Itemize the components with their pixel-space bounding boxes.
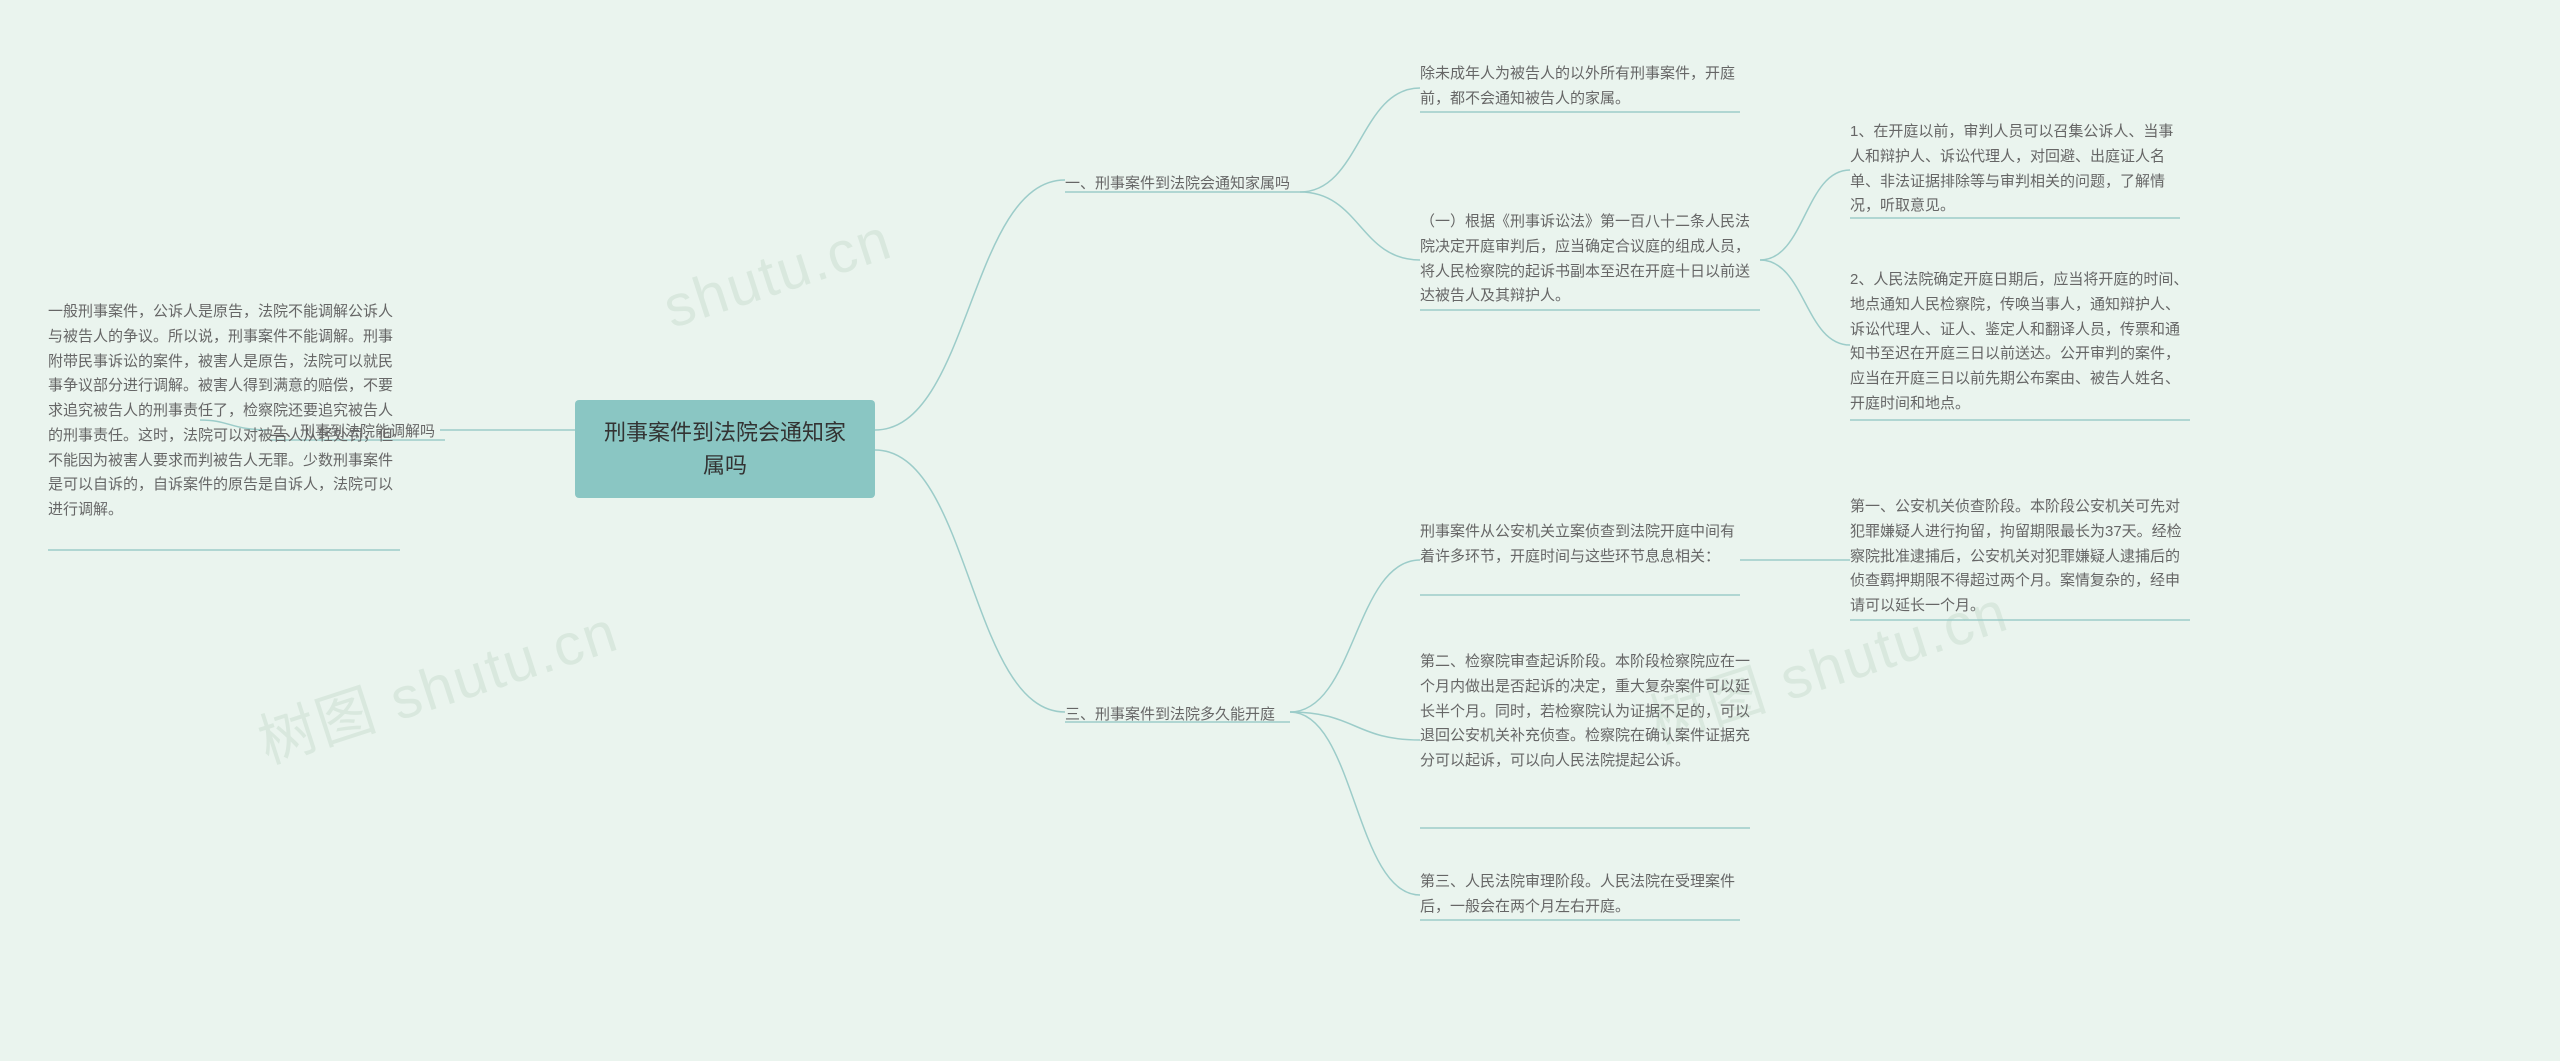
branch-3-child-1a: 第一、公安机关侦查阶段。本阶段公安机关可先对犯罪嫌疑人进行拘留，拘留期限最长为3… [1850, 495, 2190, 619]
branch-1-child-2b: 2、人民法院确定开庭日期后，应当将开庭的时间、地点通知人民检察院，传唤当事人，通… [1850, 268, 2190, 417]
watermark-1: 树图 shutu.cn [246, 584, 627, 779]
root-line2: 属吗 [703, 453, 747, 478]
branch-1-child-2a: 1、在开庭以前，审判人员可以召集公诉人、当事人和辩护人、诉讼代理人，对回避、出庭… [1850, 120, 2180, 219]
watermark-2: shutu.cn [655, 205, 899, 341]
branch-2-child: 一般刑事案件，公诉人是原告，法院不能调解公诉人与被告人的争议。所以说，刑事案件不… [48, 300, 398, 523]
branch-3-child-3: 第三、人民法院审理阶段。人民法院在受理案件后，一般会在两个月左右开庭。 [1420, 870, 1740, 920]
branch-1-label: 一、刑事案件到法院会通知家属吗 [1065, 172, 1290, 197]
branch-3-label: 三、刑事案件到法院多久能开庭 [1065, 703, 1275, 728]
branch-1-child-1: 除未成年人为被告人的以外所有刑事案件，开庭前，都不会通知被告人的家属。 [1420, 62, 1740, 112]
branch-3-child-2: 第二、检察院审查起诉阶段。本阶段检察院应在一个月内做出是否起诉的决定，重大复杂案… [1420, 650, 1750, 774]
branch-3-child-1: 刑事案件从公安机关立案侦查到法院开庭中间有着许多环节，开庭时间与这些环节息息相关… [1420, 520, 1740, 570]
root-line1: 刑事案件到法院会通知家 [604, 420, 846, 445]
root-node: 刑事案件到法院会通知家 属吗 [575, 400, 875, 498]
branch-1-child-2: （一）根据《刑事诉讼法》第一百八十二条人民法院决定开庭审判后，应当确定合议庭的组… [1420, 210, 1760, 309]
